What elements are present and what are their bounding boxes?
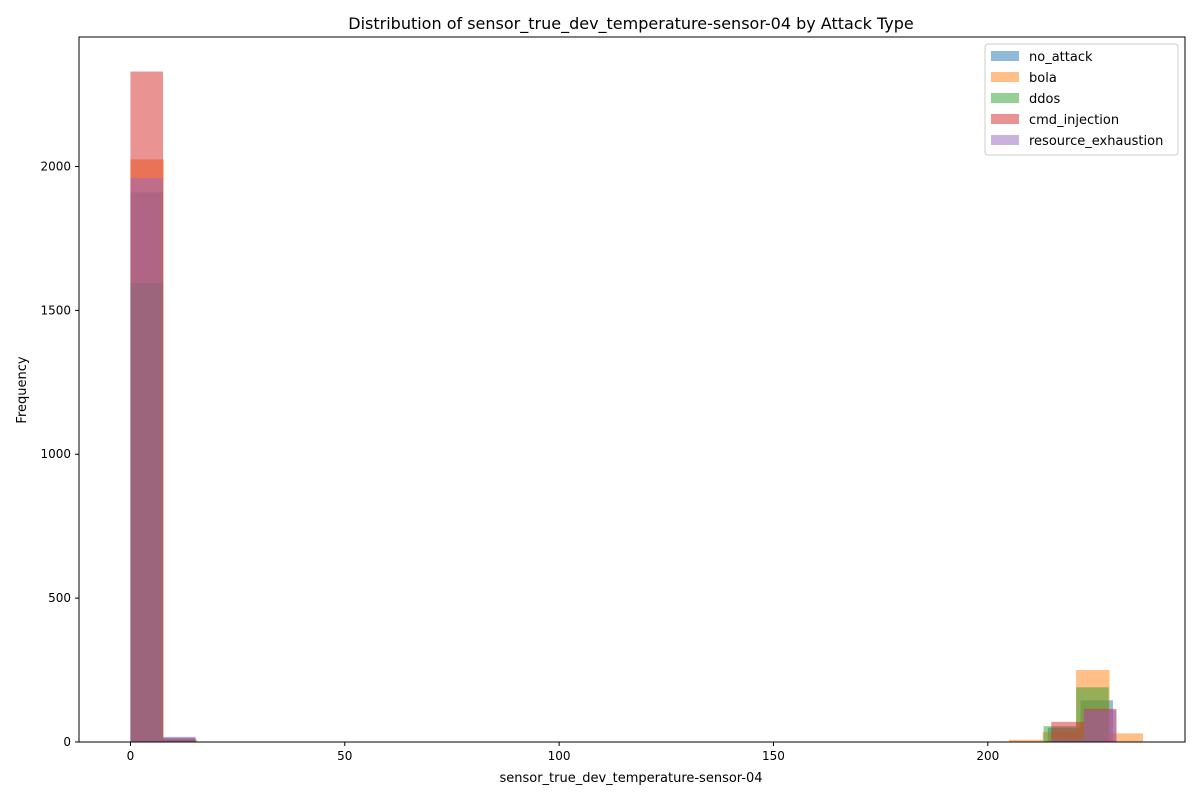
bar-bola-5 [1109, 733, 1143, 742]
legend-item-ddos: ddos [991, 92, 1060, 107]
series-resource_exhaustion [130, 178, 1117, 742]
y-axis-label: Frequency [15, 356, 30, 423]
legend-label: no_attack [1029, 50, 1093, 65]
y-tick-label: 500 [48, 591, 71, 605]
bar-resource_exhaustion-0 [130, 178, 164, 742]
y-tick-label: 2000 [40, 159, 71, 173]
bar-cmd_injection-2 [1051, 721, 1084, 742]
bar-resource_exhaustion-2 [1051, 739, 1084, 742]
plot-frame [78, 36, 1186, 743]
legend-label: ddos [1029, 92, 1060, 107]
legend-box [984, 43, 1179, 156]
legend-item-no_attack: no_attack [991, 50, 1093, 65]
bar-resource_exhaustion-3 [1083, 710, 1117, 742]
bar-bola-2 [1009, 739, 1043, 742]
legend-item-cmd_injection: cmd_injection [991, 113, 1119, 128]
x-tick-label: 200 [976, 749, 999, 763]
legend-swatch [991, 51, 1019, 61]
legend-swatch [991, 135, 1019, 145]
legend-swatch [991, 72, 1019, 82]
y-tick-label: 1500 [40, 303, 71, 317]
y-tick-label: 1000 [40, 447, 71, 461]
legend-item-resource_exhaustion: resource_exhaustion [991, 134, 1163, 149]
x-tick-label: 150 [762, 749, 785, 763]
x-tick-label: 50 [337, 749, 352, 763]
y-tick-label: 0 [63, 735, 71, 749]
legend-item-bola: bola [991, 71, 1057, 86]
chart-title: Distribution of sensor_true_dev_temperat… [348, 14, 913, 34]
x-axis-label: sensor_true_dev_temperature-sensor-04 [499, 771, 762, 786]
bar-resource_exhaustion-1 [163, 736, 196, 742]
legend-label: resource_exhaustion [1029, 134, 1163, 149]
x-tick-label: 100 [548, 749, 571, 763]
legend-swatch [991, 114, 1019, 124]
legend-label: cmd_injection [1029, 113, 1119, 128]
legend-swatch [991, 93, 1019, 103]
x-tick-label: 0 [127, 749, 135, 763]
legend-label: bola [1029, 71, 1057, 86]
histogram-bars [130, 71, 1143, 743]
